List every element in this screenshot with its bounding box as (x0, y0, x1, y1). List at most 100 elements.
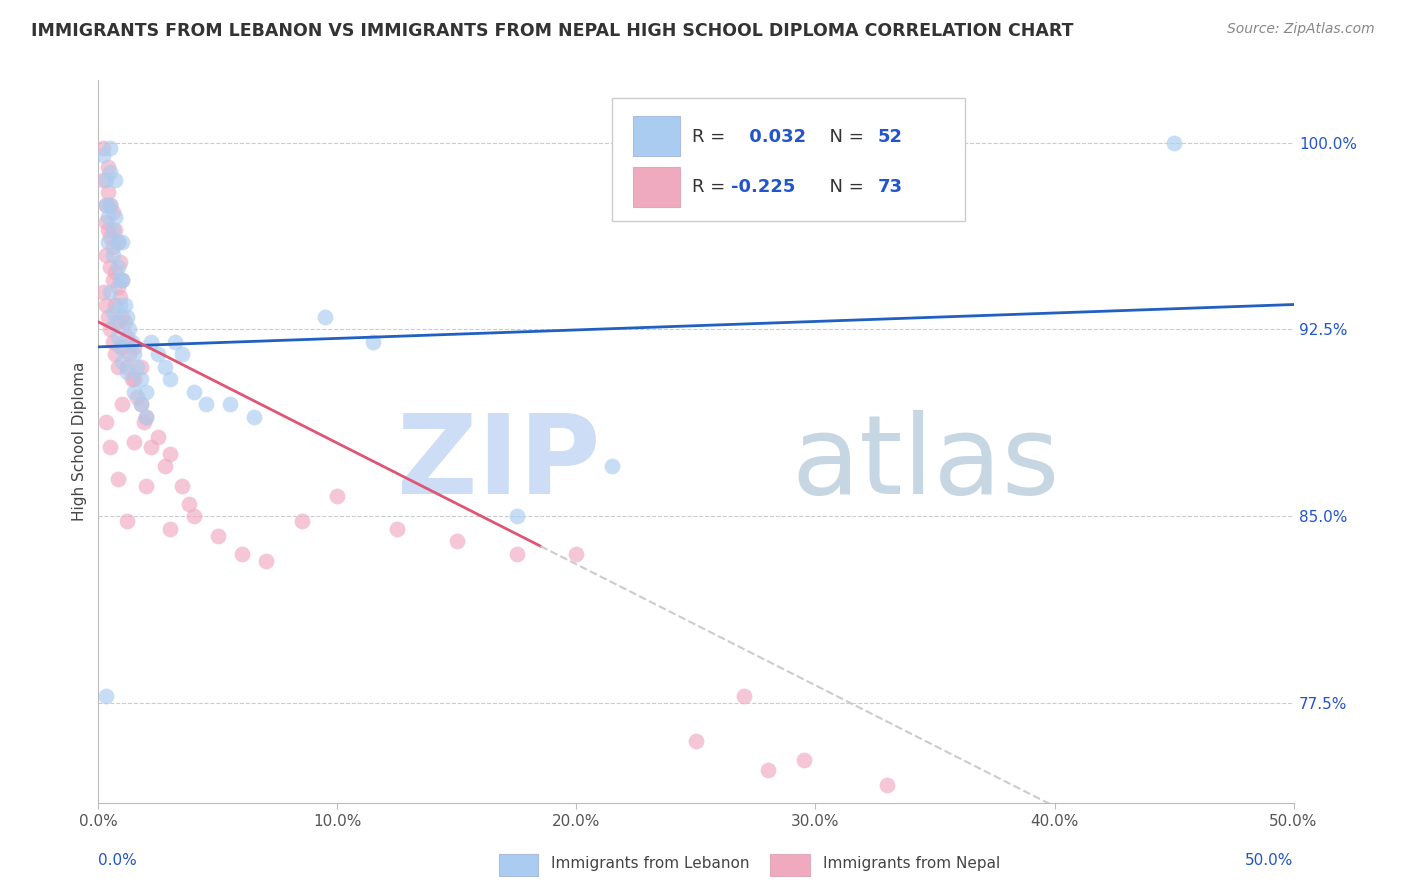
Point (506, 547, 529, 561)
Point (876, 778, 898, 792)
Point (121, 372, 143, 386)
Point (1163, 136, 1185, 150)
Point (131, 359, 153, 374)
Text: 73: 73 (877, 178, 903, 196)
Point (108, 272, 131, 286)
Point (107, 235, 129, 250)
Point (135, 384, 157, 399)
Point (104, 223, 127, 237)
Point (685, 733, 707, 747)
Point (104, 297, 127, 311)
Point (131, 397, 153, 411)
Point (97, 310, 120, 324)
Point (793, 754, 815, 768)
Point (118, 347, 141, 361)
Point (506, 509, 529, 524)
Point (104, 173, 127, 187)
Point (111, 272, 134, 286)
Point (97, 186, 120, 200)
Point (97, 223, 120, 237)
Point (155, 459, 177, 474)
Point (108, 297, 131, 311)
Point (114, 315, 136, 329)
Point (219, 397, 242, 411)
Point (135, 409, 157, 424)
FancyBboxPatch shape (613, 98, 965, 221)
Point (104, 347, 127, 361)
Text: atlas: atlas (792, 409, 1060, 516)
Point (91, 285, 114, 299)
Point (124, 347, 146, 361)
Point (108, 340, 131, 354)
Point (159, 372, 181, 386)
Point (94, 297, 117, 311)
Point (91, 148, 114, 162)
Point (326, 489, 349, 503)
Point (118, 322, 141, 336)
Point (111, 397, 134, 411)
Point (107, 359, 129, 374)
Point (183, 384, 205, 399)
Point (148, 347, 170, 361)
Point (101, 334, 124, 349)
Point (315, 310, 337, 324)
Point (159, 522, 181, 536)
Point (131, 397, 153, 411)
Text: Immigrants from Lebanon: Immigrants from Lebanon (551, 856, 749, 871)
Point (207, 529, 229, 543)
Point (111, 272, 134, 286)
Text: R =: R = (692, 128, 731, 145)
Point (115, 365, 138, 379)
Point (446, 534, 468, 549)
Point (163, 334, 186, 349)
Point (565, 547, 588, 561)
Text: R =: R = (692, 178, 731, 196)
Point (98, 322, 122, 336)
Point (124, 340, 146, 354)
Point (97, 161, 120, 175)
Point (139, 440, 162, 454)
Point (104, 211, 127, 225)
Point (98, 260, 122, 274)
Point (94, 198, 117, 212)
Text: -0.225: -0.225 (731, 178, 794, 196)
Point (124, 384, 146, 399)
Text: 0.0%: 0.0% (98, 854, 138, 869)
Point (111, 355, 134, 369)
Point (111, 340, 134, 354)
Y-axis label: High School Diploma: High School Diploma (72, 362, 87, 521)
Text: 50.0%: 50.0% (1246, 854, 1294, 869)
Point (98, 165, 122, 179)
Point (756, 764, 779, 778)
Point (101, 272, 124, 286)
Point (98, 198, 122, 212)
Point (94, 173, 117, 187)
Point (243, 409, 266, 424)
Point (132, 415, 155, 429)
Point (179, 497, 201, 511)
Point (107, 330, 129, 344)
Point (91, 173, 114, 187)
FancyBboxPatch shape (633, 167, 681, 207)
Point (135, 409, 157, 424)
Point (107, 235, 129, 250)
Point (98, 440, 122, 454)
Point (97, 211, 120, 225)
Point (111, 235, 134, 250)
Point (124, 434, 146, 449)
Point (172, 347, 194, 361)
Point (98, 230, 122, 244)
Point (114, 297, 136, 311)
Point (115, 514, 138, 528)
Point (94, 415, 117, 429)
Point (107, 280, 129, 294)
FancyBboxPatch shape (633, 116, 681, 156)
Point (98, 285, 122, 299)
Point (101, 248, 124, 262)
Point (148, 429, 170, 443)
Point (101, 205, 124, 219)
Text: Immigrants from Nepal: Immigrants from Nepal (823, 856, 1000, 871)
Text: 0.032: 0.032 (742, 128, 806, 145)
Point (363, 334, 385, 349)
Point (98, 198, 122, 212)
